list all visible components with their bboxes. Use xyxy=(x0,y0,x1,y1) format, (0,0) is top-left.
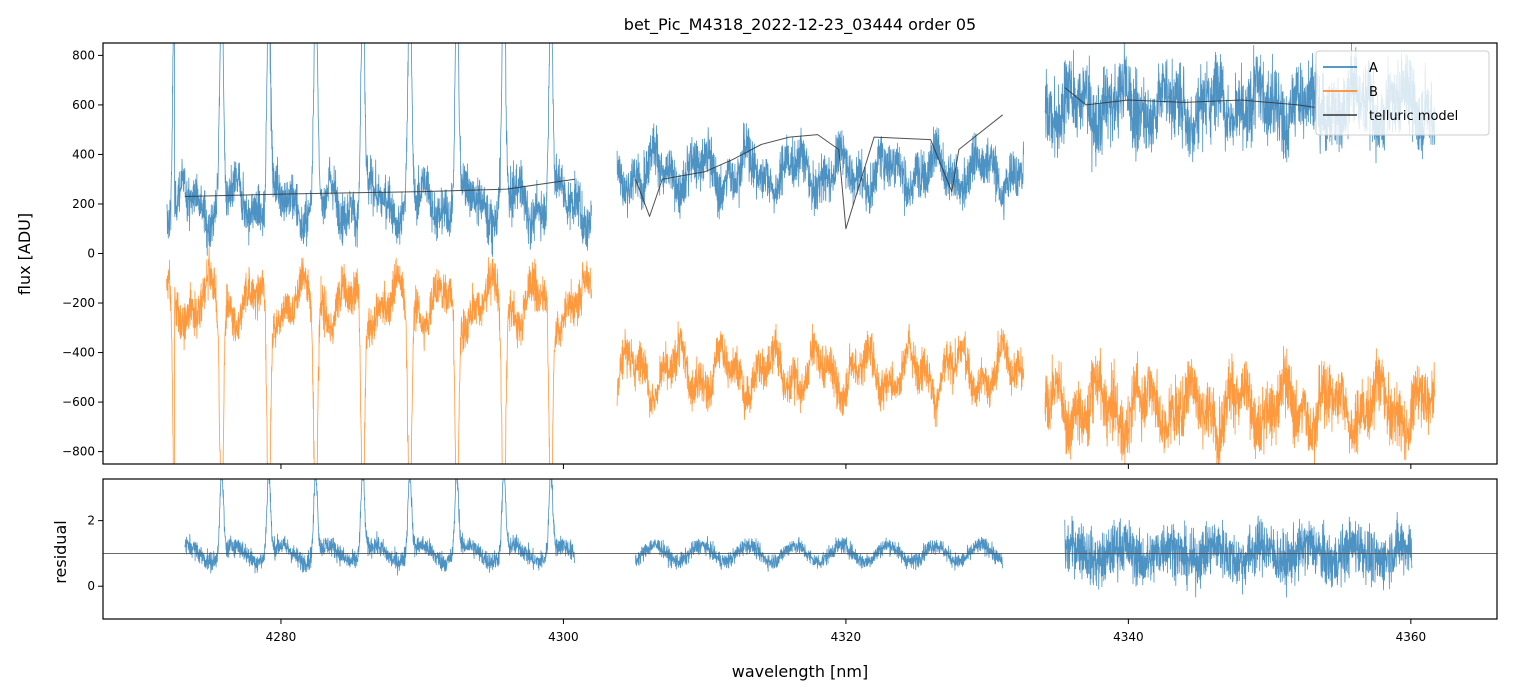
residual-axes: 4280 4300 4320 4340 4360 0 2 xyxy=(87,478,1498,644)
y-tick-label: −800 xyxy=(62,445,95,459)
x-tick-label: 4280 xyxy=(266,630,297,644)
residual-line xyxy=(1064,512,1413,598)
y-tick-label: −400 xyxy=(62,346,95,360)
y-axis-label-residual: residual xyxy=(51,520,70,583)
y-tick-label: 0 xyxy=(87,579,95,593)
residual-line xyxy=(184,479,575,576)
y-axis-label-flux: flux [ADU] xyxy=(15,213,34,295)
series-b-line xyxy=(166,246,592,464)
x-tick-label: 4300 xyxy=(548,630,579,644)
series-b-line xyxy=(1044,345,1435,464)
x-tick-label: 4340 xyxy=(1113,630,1144,644)
y-tick-label: −600 xyxy=(62,395,95,409)
telluric-model-line xyxy=(1064,87,1315,108)
telluric-model-line xyxy=(635,114,1004,230)
residual-line xyxy=(635,535,1003,572)
legend-label: telluric model xyxy=(1369,109,1458,124)
series-a-line xyxy=(166,43,592,258)
y-tick-label: 400 xyxy=(72,147,95,161)
series-a-line xyxy=(616,122,1024,221)
x-tick-label: 4360 xyxy=(1396,630,1427,644)
flux-axes: −800 −600 −400 −200 0 200 400 600 800 ABtelluric … xyxy=(62,42,1498,469)
y-tick-label: 200 xyxy=(72,197,95,211)
y-tick-label: −200 xyxy=(62,296,95,310)
legend-box xyxy=(1315,50,1490,136)
x-axis-label: wavelength [nm] xyxy=(732,662,869,681)
legend-label: A xyxy=(1369,61,1378,76)
y-tick-label: 600 xyxy=(72,98,95,112)
residual-frame xyxy=(102,478,1498,620)
chart-title: bet_Pic_M4318_2022-12-23_03444 order 05 xyxy=(624,15,976,35)
y-tick-label: 2 xyxy=(87,514,95,528)
x-tick-label: 4320 xyxy=(831,630,862,644)
telluric-model-line xyxy=(184,178,575,197)
y-tick-label: 800 xyxy=(72,48,95,62)
series-b-line xyxy=(616,321,1024,428)
y-tick-label: 0 xyxy=(87,247,95,261)
legend-label: B xyxy=(1369,85,1378,100)
